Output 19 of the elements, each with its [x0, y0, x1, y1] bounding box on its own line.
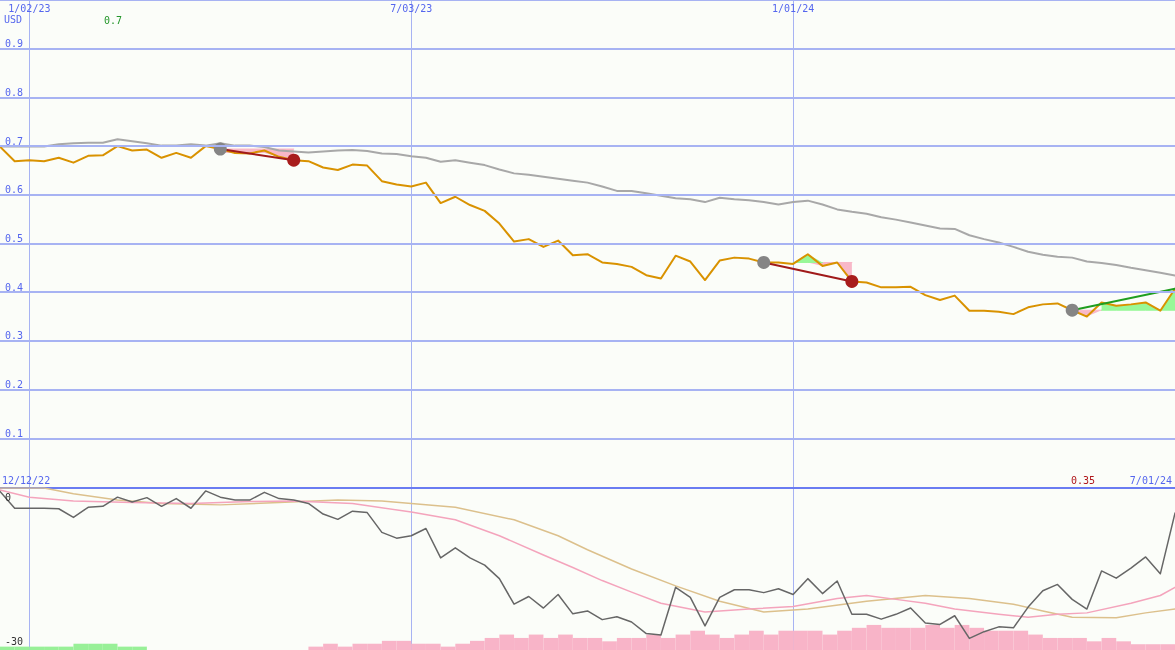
- y-tick-label: -30: [5, 636, 24, 648]
- y-tick-label: 0.6: [5, 184, 24, 196]
- y-tick-label: 0.4: [5, 281, 24, 293]
- annotation: 12/12/22: [2, 474, 51, 486]
- x-tick-label: 1/02/23: [8, 2, 51, 14]
- x-tick-label: 7/03/23: [390, 2, 433, 14]
- y-tick-label: 0.9: [5, 38, 24, 50]
- y-tick-label: 0.7: [5, 135, 24, 147]
- annotation: 7/01/24: [1129, 474, 1172, 486]
- y-tick-label: 0.5: [5, 233, 24, 244]
- y-tick-label: 0.8: [5, 86, 24, 98]
- x-tick-label: 1/01/24: [772, 2, 815, 14]
- y-axis-title: USD: [4, 13, 23, 25]
- y-tick-label: 0.2: [5, 379, 24, 391]
- annotation: 0.7: [103, 14, 123, 26]
- annotation: 0.35: [1070, 474, 1096, 486]
- y-tick-label: 0: [5, 491, 12, 503]
- y-tick-label: 0.1: [5, 427, 24, 439]
- y-tick-label: 0.3: [5, 330, 24, 342]
